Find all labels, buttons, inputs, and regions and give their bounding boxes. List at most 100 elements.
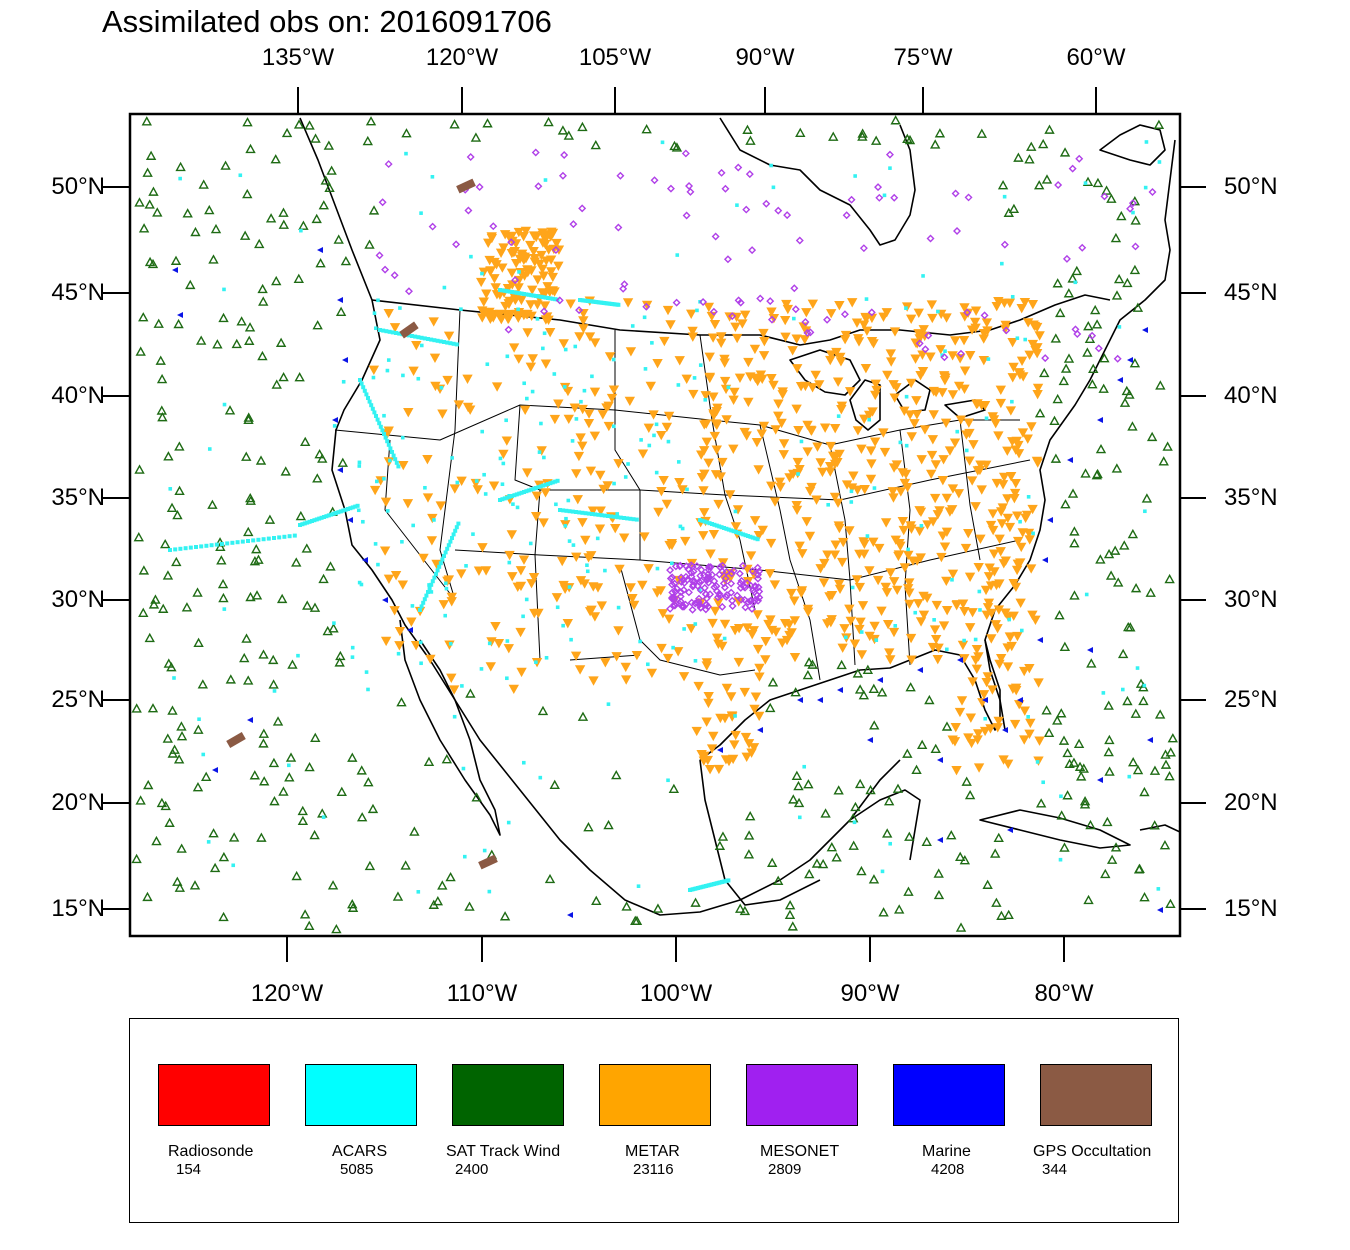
acars-marker bbox=[550, 480, 555, 485]
mesonet-marker bbox=[956, 349, 965, 358]
metar-marker bbox=[390, 570, 402, 581]
metar-marker bbox=[958, 336, 970, 346]
metar-marker bbox=[854, 624, 865, 635]
mesonet-marker bbox=[951, 189, 960, 198]
sat-track-wind-marker bbox=[337, 457, 348, 467]
sat-track-wind-marker bbox=[1129, 358, 1141, 368]
sat-track-wind-marker bbox=[916, 739, 928, 750]
sat-track-wind-marker bbox=[256, 832, 267, 842]
acars-marker bbox=[450, 536, 454, 540]
mesonet-marker bbox=[504, 325, 513, 334]
acars-marker bbox=[456, 521, 461, 526]
metar-marker bbox=[881, 588, 893, 598]
metar-marker bbox=[613, 626, 624, 636]
metar-marker bbox=[841, 480, 853, 490]
mesonet-marker bbox=[689, 567, 698, 576]
metar-marker bbox=[572, 495, 583, 505]
mesonet-marker bbox=[666, 574, 675, 583]
sat-track-wind-marker bbox=[310, 133, 321, 143]
metar-marker bbox=[710, 606, 721, 617]
metar-marker bbox=[993, 716, 1004, 727]
mesonet-marker bbox=[1000, 240, 1009, 249]
acars-marker bbox=[529, 487, 534, 492]
acars-marker bbox=[579, 399, 583, 404]
sat-track-wind-marker bbox=[946, 830, 957, 840]
sat-track-wind-marker bbox=[323, 140, 335, 150]
acars-marker bbox=[390, 450, 394, 454]
sat-track-wind-marker bbox=[276, 593, 288, 604]
acars-marker bbox=[1019, 628, 1024, 633]
metar-marker bbox=[662, 653, 674, 664]
mesonet-marker bbox=[688, 577, 697, 586]
metar-marker bbox=[589, 387, 601, 397]
sat-track-wind-marker bbox=[291, 557, 302, 567]
metar-marker bbox=[870, 390, 881, 401]
metar-marker bbox=[810, 370, 821, 381]
sat-track-wind-marker bbox=[1044, 124, 1055, 134]
sat-track-wind-marker bbox=[793, 780, 804, 791]
metar-marker bbox=[793, 426, 804, 436]
acars-marker bbox=[517, 491, 522, 496]
metar-marker bbox=[988, 549, 1000, 559]
acars-marker bbox=[300, 522, 305, 527]
sat-track-wind-marker bbox=[826, 842, 838, 852]
acars-marker bbox=[771, 185, 776, 190]
sat-track-wind-marker bbox=[1071, 265, 1082, 276]
acars-marker bbox=[913, 610, 918, 615]
acars-marker bbox=[396, 651, 401, 656]
left-lat-label: 15°N bbox=[51, 895, 105, 922]
metar-marker bbox=[921, 593, 933, 604]
metar-marker bbox=[588, 676, 599, 686]
metar-marker bbox=[799, 335, 810, 345]
marine-marker bbox=[1042, 557, 1048, 563]
metar-marker bbox=[878, 428, 889, 438]
observation-points bbox=[131, 115, 1179, 934]
acars-marker bbox=[424, 593, 429, 598]
sat-track-wind-marker bbox=[218, 312, 229, 323]
acars-marker bbox=[652, 433, 656, 438]
mesonet-marker bbox=[706, 590, 715, 599]
metar-marker bbox=[1023, 528, 1035, 539]
metar-marker bbox=[527, 285, 538, 295]
metar-marker bbox=[657, 609, 669, 619]
acars-marker bbox=[422, 336, 427, 341]
mesonet-marker bbox=[734, 296, 743, 305]
mesonet-marker bbox=[921, 345, 930, 354]
metar-marker bbox=[516, 667, 527, 678]
acars-marker bbox=[553, 297, 558, 302]
legend-label: SAT Track Wind bbox=[446, 1143, 561, 1160]
marine-marker bbox=[937, 757, 943, 763]
sat-track-wind-marker bbox=[297, 805, 308, 816]
metar-marker bbox=[938, 455, 949, 465]
sat-track-wind-marker bbox=[820, 808, 831, 818]
metar-marker bbox=[776, 418, 787, 429]
metar-marker bbox=[379, 546, 391, 556]
metar-marker bbox=[906, 432, 917, 442]
sat-track-wind-marker bbox=[244, 335, 255, 345]
sat-track-wind-marker bbox=[181, 602, 193, 612]
metar-marker bbox=[1006, 641, 1017, 652]
metar-marker bbox=[791, 404, 802, 414]
sat-track-wind-marker bbox=[1105, 570, 1117, 580]
acars-marker bbox=[618, 515, 623, 520]
metar-marker bbox=[1002, 513, 1014, 524]
metar-marker bbox=[517, 249, 528, 260]
metar-marker bbox=[950, 723, 961, 733]
acars-marker bbox=[746, 534, 750, 538]
metar-marker bbox=[838, 537, 849, 548]
acars-marker bbox=[514, 290, 519, 295]
sat-track-wind-marker bbox=[174, 485, 185, 496]
acars-marker bbox=[272, 689, 277, 693]
metar-marker bbox=[662, 305, 674, 316]
sat-track-wind-marker bbox=[1067, 488, 1079, 498]
acars-marker bbox=[341, 508, 346, 513]
acars-marker bbox=[329, 512, 334, 517]
acars-marker bbox=[319, 515, 324, 520]
acars-marker bbox=[893, 624, 898, 628]
metar-marker bbox=[1026, 564, 1037, 574]
acars-marker bbox=[538, 484, 543, 489]
metar-marker bbox=[1034, 736, 1045, 746]
acars-marker bbox=[385, 509, 390, 513]
metar-marker bbox=[926, 300, 938, 310]
sat-track-wind-marker bbox=[162, 570, 174, 580]
